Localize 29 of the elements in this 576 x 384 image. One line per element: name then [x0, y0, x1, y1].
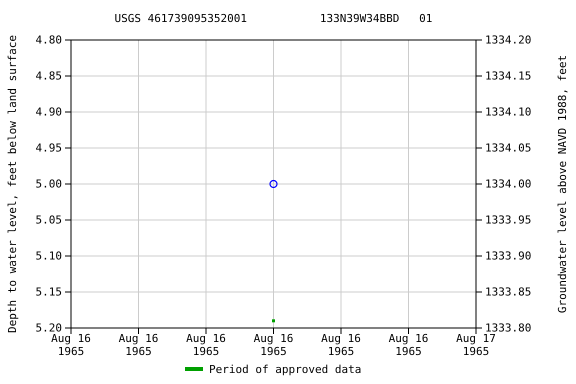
x-tick-label: Aug 16 1965 — [186, 332, 226, 358]
y-axis-title: Depth to water level, feet below land surface — [6, 34, 19, 334]
legend-label: Period of approved data — [209, 363, 362, 376]
y-tick-label: 5.10 — [36, 250, 62, 263]
y-tick-label: 5.15 — [36, 286, 62, 299]
x-tick-label: Aug 16 1965 — [321, 332, 361, 358]
y-tick-label: 4.80 — [36, 34, 62, 47]
y2-tick-label: 1334.10 — [485, 106, 532, 119]
y-tick-label: 4.95 — [36, 142, 62, 155]
y2-tick-label: 1334.15 — [485, 70, 532, 83]
y-tick-label: 5.05 — [36, 214, 62, 227]
y-tick-label: 4.85 — [36, 70, 62, 83]
y-tick-label: 5.20 — [36, 322, 62, 335]
x-tick-label: Aug 16 1965 — [254, 332, 294, 358]
x-tick-label: Aug 16 1965 — [51, 332, 91, 358]
y2-tick-label: 1333.80 — [485, 322, 532, 335]
y2-tick-label: 1333.85 — [485, 286, 532, 299]
y2-axis-title: Groundwater level above NAVD 1988, feet — [556, 54, 569, 314]
chart-title: USGS 461739095352001 133N39W34BBD 01 — [114, 12, 432, 25]
y2-tick-label: 1334.20 — [485, 34, 532, 47]
y-tick-label: 4.90 — [36, 106, 62, 119]
y-tick-label: 5.00 — [36, 178, 62, 191]
x-tick-label: Aug 16 1965 — [118, 332, 158, 358]
x-tick-label: Aug 17 1965 — [456, 332, 496, 358]
y2-tick-label: 1334.00 — [485, 178, 532, 191]
y2-tick-label: 1333.95 — [485, 214, 532, 227]
x-tick-label: Aug 16 1965 — [388, 332, 428, 358]
y2-tick-label: 1333.90 — [485, 250, 532, 263]
y2-tick-label: 1334.05 — [485, 142, 532, 155]
